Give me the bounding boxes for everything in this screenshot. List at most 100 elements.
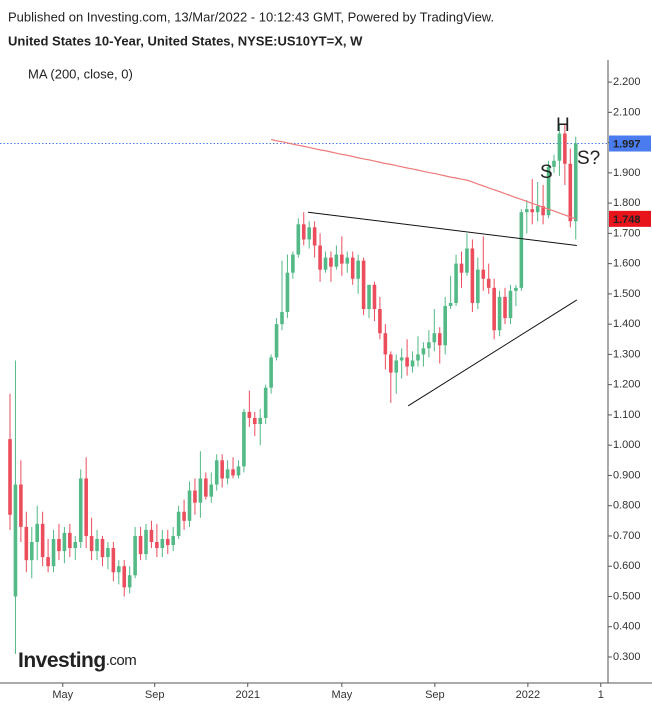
y-tick-label: 1.400 bbox=[613, 318, 641, 330]
candle-body bbox=[552, 160, 556, 167]
candle-body bbox=[437, 333, 442, 346]
x-tick-label: Sep bbox=[145, 689, 165, 701]
candle-body bbox=[410, 360, 415, 367]
candle-body bbox=[524, 209, 529, 213]
candle-body bbox=[149, 529, 154, 543]
candle-body bbox=[160, 538, 165, 549]
candle-body bbox=[486, 278, 491, 288]
candle-body bbox=[106, 548, 110, 558]
candle-body bbox=[40, 523, 45, 558]
candle-body bbox=[399, 357, 404, 361]
candle-body bbox=[182, 511, 186, 521]
candle-body bbox=[383, 333, 388, 355]
candle-body bbox=[497, 296, 502, 331]
candle-body bbox=[29, 542, 34, 561]
candle-body bbox=[89, 535, 94, 552]
candle-body bbox=[454, 263, 458, 303]
y-tick-label: 1.200 bbox=[613, 379, 641, 391]
y-tick-label: 2.100 bbox=[613, 106, 641, 118]
candle-body bbox=[280, 312, 284, 325]
candle-body bbox=[541, 206, 545, 216]
candle-body bbox=[405, 357, 409, 367]
candle-body bbox=[546, 166, 551, 216]
candle-body bbox=[323, 257, 328, 270]
candle-body bbox=[367, 284, 371, 310]
indicator-label: MA (200, close, 0) bbox=[28, 66, 133, 81]
x-tick-label: 2021 bbox=[235, 689, 259, 701]
candle-body bbox=[155, 542, 159, 549]
candle-body bbox=[165, 538, 170, 546]
x-tick-label: May bbox=[52, 689, 73, 701]
annotation: S? bbox=[577, 148, 600, 169]
ma-value-label-box bbox=[609, 210, 651, 227]
candle-body bbox=[312, 227, 317, 246]
candle-body bbox=[13, 484, 18, 597]
candle-body bbox=[492, 287, 496, 331]
candle-body bbox=[416, 354, 420, 361]
annotation: H bbox=[556, 115, 570, 136]
candle-body bbox=[301, 224, 306, 240]
candle-body bbox=[220, 460, 224, 479]
candle-body bbox=[514, 287, 518, 291]
y-tick-label: 1.700 bbox=[613, 227, 641, 239]
candle-body bbox=[263, 387, 268, 418]
candle-body bbox=[236, 466, 241, 476]
candle-body bbox=[100, 538, 105, 558]
candle-body bbox=[356, 260, 360, 279]
y-tick-label: 1.900 bbox=[613, 167, 641, 179]
candle-body bbox=[519, 212, 524, 288]
candle-body bbox=[557, 133, 562, 161]
trend-line bbox=[308, 211, 577, 246]
candle-body bbox=[68, 532, 72, 549]
x-tick-label: May bbox=[331, 689, 352, 701]
candle-body bbox=[198, 478, 203, 503]
candle-body bbox=[563, 133, 567, 164]
last-price-label: 1.997 bbox=[613, 138, 641, 150]
y-tick-label: 1.500 bbox=[613, 288, 641, 300]
candle-body bbox=[345, 257, 350, 264]
plot-area: 0.300 0.400 0.500 0.600 0.700 0.800 0.900 1.000… bbox=[0, 76, 641, 701]
trend-line bbox=[407, 299, 578, 407]
candle-body bbox=[225, 469, 230, 479]
candle-body bbox=[350, 257, 355, 279]
candle-body bbox=[530, 209, 535, 213]
candle-body bbox=[503, 296, 507, 319]
candle-body bbox=[35, 523, 40, 543]
y-tick-label: 0.500 bbox=[613, 590, 641, 602]
candle-body bbox=[340, 254, 344, 264]
candle-body bbox=[372, 284, 377, 310]
candle-body bbox=[258, 417, 263, 424]
candle-body bbox=[187, 490, 192, 521]
candle-body bbox=[111, 548, 116, 573]
candle-body bbox=[307, 227, 311, 240]
moving-average bbox=[270, 138, 576, 220]
candle-body bbox=[361, 260, 366, 310]
y-tick-label: 0.400 bbox=[613, 621, 641, 633]
candle-body bbox=[448, 302, 453, 306]
y-tick-label: 1.000 bbox=[613, 439, 641, 451]
candle-body bbox=[57, 538, 61, 552]
candle-body bbox=[171, 535, 176, 546]
candle-body bbox=[269, 357, 273, 388]
candle-body bbox=[432, 333, 437, 343]
candle-body bbox=[318, 245, 322, 270]
chart-title: Published on Investing.com, 13/Mar/2022 … bbox=[8, 9, 494, 24]
logo-suffix: .com bbox=[106, 652, 137, 669]
candle-body bbox=[394, 360, 399, 373]
candle-body bbox=[73, 542, 78, 549]
candle-body bbox=[122, 566, 127, 588]
candle-body bbox=[443, 305, 447, 346]
candle-body bbox=[252, 417, 257, 424]
candle-body bbox=[51, 538, 56, 567]
candle-body bbox=[568, 163, 573, 222]
candle-body bbox=[78, 478, 83, 543]
y-tick-label: 0.900 bbox=[613, 469, 641, 481]
candle-body bbox=[459, 263, 464, 273]
candle-body bbox=[334, 254, 339, 267]
x-tick-label: 1 bbox=[598, 689, 604, 701]
candle-body bbox=[285, 272, 290, 313]
candle-body bbox=[127, 575, 132, 588]
candle-body bbox=[62, 532, 67, 552]
y-tick-label: 1.300 bbox=[613, 348, 641, 360]
